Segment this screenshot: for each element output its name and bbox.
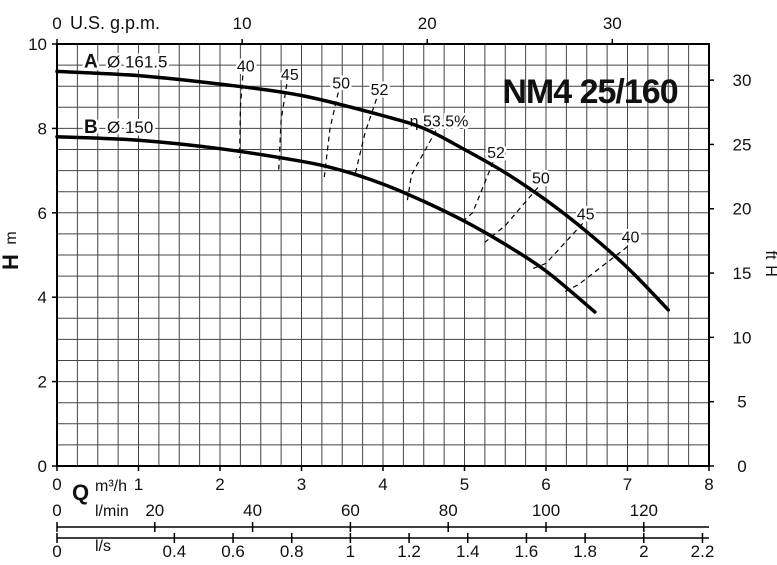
- pump-curves: A Ø 161.5 B Ø 150: [55, 49, 671, 314]
- right-axis-unit: ft: [762, 251, 777, 260]
- efficiency-label: 40: [622, 230, 640, 247]
- right-tick-label: 10: [733, 328, 752, 347]
- ls-tick-label: 0: [52, 542, 61, 561]
- lmin-unit-label: l/min: [95, 503, 129, 520]
- q-axis-label: Q: [72, 480, 89, 505]
- right-axis-label: H: [762, 265, 777, 277]
- m3h-tick-label: 4: [378, 475, 387, 494]
- efficiency-label: 52: [487, 145, 505, 162]
- ls-tick-label: 2: [639, 542, 648, 561]
- lmin-tick-label: 20: [145, 501, 164, 520]
- right-axis-ticks: 0 5 10 15 20 25 30: [709, 71, 751, 476]
- chart-title: NM4 25/160: [502, 73, 677, 111]
- ls-tick-label: 0.4: [163, 542, 187, 561]
- curve-letter-b: B: [84, 117, 98, 138]
- lmin-tick-label: 0: [52, 501, 61, 520]
- left-axis-unit: m: [3, 231, 20, 244]
- m3h-tick-label: 3: [297, 475, 306, 494]
- curve-impeller-a: Ø 161.5: [107, 52, 168, 71]
- lmin-tick-label: 100: [532, 501, 560, 520]
- left-tick-label: 10: [28, 35, 47, 54]
- right-tick-label: 0: [737, 457, 746, 476]
- m3h-tick-label: 7: [623, 475, 632, 494]
- efficiency-contour: [460, 161, 494, 224]
- lmin-tick-label: 60: [341, 501, 360, 520]
- left-tick-label: 4: [38, 288, 47, 307]
- efficiency-label: 52: [371, 82, 389, 99]
- right-tick-label: 30: [733, 71, 752, 90]
- pump-curve-a: [55, 69, 671, 312]
- gpm-tick-label: 20: [418, 14, 437, 33]
- efficiency-contour: [353, 98, 378, 178]
- efficiency-label: 50: [332, 76, 350, 93]
- lmin-axis: 0 20 40 60 80 100 120: [52, 501, 658, 532]
- gpm-tick-label: 0: [52, 14, 61, 33]
- left-tick-label: 6: [38, 204, 47, 223]
- efficiency-contour: [278, 84, 288, 171]
- efficiency-label: 45: [281, 67, 299, 84]
- right-tick-label: 20: [733, 200, 752, 219]
- m3h-tick-label: 0: [52, 475, 61, 494]
- left-tick-label: 0: [38, 457, 47, 476]
- left-axis-label: H: [0, 254, 23, 270]
- top-axis-label: U.S. g.p.m.: [70, 13, 160, 33]
- ls-axis: 0 0.4 0.6 0.8 1 1.2 1.4 1.6 1.8 2 2.2: [52, 533, 714, 561]
- right-tick-label: 25: [733, 135, 752, 154]
- m3h-tick-label: 8: [704, 475, 713, 494]
- curve-impeller-b: Ø 150: [107, 118, 153, 137]
- efficiency-contour: [562, 246, 628, 294]
- m3h-unit-label: m³/h: [95, 478, 127, 495]
- gpm-axis-ticks: 0 10 20 30: [52, 14, 622, 44]
- ls-tick-label: 0.6: [221, 542, 245, 561]
- ls-tick-label: 1.6: [515, 542, 539, 561]
- right-tick-label: 5: [737, 393, 746, 412]
- curve-letter-a: A: [84, 51, 98, 72]
- ls-tick-label: 0.8: [280, 542, 304, 561]
- efficiency-contour: [529, 222, 584, 271]
- left-tick-label: 2: [38, 373, 47, 392]
- m3h-tick-label: 2: [215, 475, 224, 494]
- pump-curve-b: [55, 135, 597, 314]
- efficiency-label: 45: [577, 206, 595, 223]
- ls-tick-label: 1.4: [456, 542, 480, 561]
- ls-tick-label: 2.2: [691, 542, 715, 561]
- ls-tick-label: 1.8: [573, 542, 597, 561]
- left-tick-label: 8: [38, 119, 47, 138]
- efficiency-label: 40: [237, 59, 255, 76]
- lmin-tick-label: 120: [630, 501, 658, 520]
- m3h-tick-label: 1: [134, 475, 143, 494]
- gpm-tick-label: 10: [233, 14, 252, 33]
- ls-tick-label: 1.2: [397, 542, 421, 561]
- efficiency-label: 50: [532, 170, 550, 187]
- m3h-axis-ticks: 0 1 2 3 4 5 6 7 8: [52, 466, 714, 494]
- lmin-tick-label: 40: [243, 501, 262, 520]
- ls-tick-label: 1: [346, 542, 355, 561]
- chart-grid: [57, 44, 709, 466]
- m3h-tick-label: 6: [541, 475, 550, 494]
- ls-unit-label: l/s: [95, 538, 111, 555]
- lmin-tick-label: 80: [439, 501, 458, 520]
- efficiency-contour: [406, 130, 437, 201]
- right-tick-label: 15: [733, 264, 752, 283]
- m3h-tick-label: 5: [460, 475, 469, 494]
- left-axis-ticks: 0 2 4 6 8 10: [28, 35, 57, 476]
- gpm-tick-label: 30: [603, 14, 622, 33]
